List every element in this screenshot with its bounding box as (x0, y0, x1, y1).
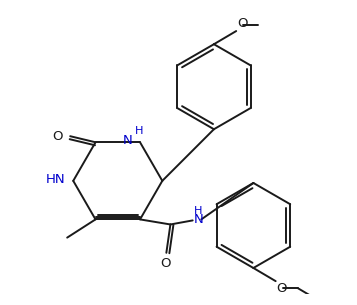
Text: N: N (194, 213, 203, 226)
Text: H: H (194, 206, 202, 216)
Text: O: O (52, 130, 63, 143)
Text: O: O (160, 257, 171, 270)
Text: O: O (238, 17, 248, 30)
Text: H: H (135, 126, 143, 136)
Text: N: N (123, 134, 133, 147)
Text: HN: HN (46, 173, 65, 186)
Text: O: O (277, 282, 287, 295)
